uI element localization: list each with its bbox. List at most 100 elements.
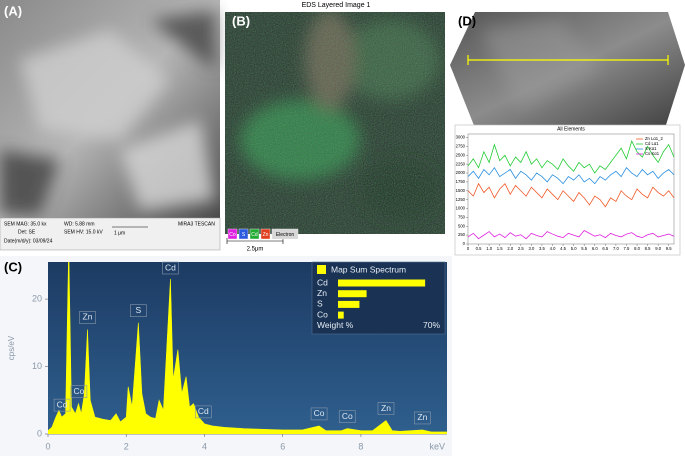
series-line	[467, 140, 675, 174]
scale-label: 2.5μm	[247, 247, 264, 253]
info-text: MIRA3 TESCAN	[178, 221, 215, 227]
x-tick-label: 7.0	[613, 246, 619, 251]
x-tick-label: 2.0	[507, 246, 513, 251]
legend-label: Cd Lα1	[645, 141, 659, 146]
y-tick-label: 3000	[456, 135, 466, 140]
x-tick-label: 1.0	[486, 246, 492, 251]
info-text: Date(m/d/y): 03/09/24	[4, 238, 53, 244]
y-tick-label: 2750	[456, 144, 466, 149]
chip	[272, 229, 298, 239]
x-tick-label: 3.0	[528, 246, 534, 251]
scale-label: 1 μm	[114, 230, 125, 236]
series-line	[467, 182, 675, 208]
panel-label: (B)	[232, 13, 250, 28]
y-tick-label: 0	[37, 428, 42, 438]
x-tick-label: 8.0	[634, 246, 640, 251]
x-tick-label: 4.0	[550, 246, 556, 251]
y-tick-label: 750	[458, 214, 466, 219]
panel-label: (D)	[458, 13, 476, 28]
legend-label: Co Kα1	[645, 151, 660, 156]
y-axis-label: cps/eV	[7, 335, 16, 360]
category-label: Co	[317, 309, 328, 319]
series-line	[467, 230, 675, 240]
panel-b: EDS Layered Image 1 (B) 2.5μm	[225, 2, 445, 253]
x-tick-label: 4	[202, 441, 207, 451]
peak-label-box	[53, 398, 71, 412]
y-tick-label: 250	[458, 232, 466, 237]
spectrum	[48, 262, 447, 434]
y-tick-label: 2000	[456, 170, 466, 175]
y-tick-label: 1000	[456, 206, 466, 211]
peak-label-box	[338, 410, 356, 423]
panel-c: (C)	[0, 256, 452, 456]
peak-label: Zn	[381, 403, 391, 413]
peak-label-box	[310, 407, 328, 421]
peak-label: Co	[342, 411, 353, 421]
category-label: Cd	[317, 277, 328, 287]
chip	[260, 228, 271, 240]
peak-label: Co	[314, 408, 325, 418]
x-tick-label: 2.5	[518, 246, 524, 251]
peak-label: Co	[73, 386, 84, 396]
y-tick-label: 1500	[456, 188, 466, 193]
x-tick-label: 0.5	[476, 246, 482, 251]
bar	[338, 279, 426, 287]
info-text: Det: SE	[18, 229, 36, 235]
peak-label-box	[79, 311, 96, 324]
info-text: SEM HV: 15.0 kV	[64, 229, 103, 235]
y-tick-label: 2500	[456, 152, 466, 157]
y-tick-label: 20	[32, 293, 42, 303]
x-tick-label: 8	[358, 441, 363, 451]
legend-label: Zn Lα1_2	[645, 136, 663, 141]
peak-label: Zn	[417, 412, 427, 422]
category-label: S	[317, 299, 323, 309]
x-tick-label: 0	[467, 246, 470, 251]
chip-label: Cd	[251, 232, 258, 238]
info-text: SEM MAG: 35.0 kx	[4, 221, 47, 227]
peak-label: Cd	[57, 399, 68, 409]
peak-label: Cd	[198, 406, 209, 416]
peak-label: S	[136, 305, 142, 315]
bar	[338, 290, 367, 298]
x-tick-label: 3.5	[539, 246, 545, 251]
x-axis-label: keV	[429, 441, 445, 451]
x-tick-label: 4.5	[560, 246, 566, 251]
legend-label: S Kα1	[645, 146, 657, 151]
x-tick-label: 70%	[423, 320, 440, 330]
x-tick-label: 6.0	[592, 246, 598, 251]
chip	[227, 228, 238, 240]
y-tick-label: 0	[463, 241, 466, 246]
info-text: WD: 5.88 mm	[64, 221, 95, 227]
panel-d: (D)	[450, 12, 685, 256]
chip	[238, 228, 249, 240]
peak-label-box	[162, 261, 179, 275]
category-label: Zn	[317, 288, 327, 298]
peak-label-box	[194, 405, 212, 419]
x-tick-label: 6	[280, 441, 285, 451]
peak-label-box	[377, 402, 395, 415]
peak-label: Cd	[165, 262, 176, 272]
x-tick-label: 6.5	[602, 246, 608, 251]
peak-label-box	[414, 411, 431, 425]
chip-label: S	[242, 232, 246, 238]
peak-label: Zn	[83, 312, 93, 322]
y-tick-label: 10	[32, 361, 42, 371]
chart-title: All Elements	[557, 126, 585, 132]
peak-label-box	[70, 385, 88, 398]
x-axis-label: Weight %	[317, 320, 354, 330]
y-tick-label: 2250	[456, 161, 466, 166]
x-tick-label: 2	[124, 441, 129, 451]
plot-frame	[467, 133, 675, 245]
x-tick-label: 8.5	[645, 246, 651, 251]
bar	[338, 311, 344, 319]
chip-label: Electron	[276, 232, 295, 238]
y-tick-label: 500	[458, 223, 466, 228]
peak-label-box	[130, 304, 147, 318]
x-tick-label: 7.5	[624, 246, 630, 251]
legend-swatch	[317, 265, 326, 274]
bar	[338, 300, 360, 308]
panel-title: EDS Layered Image 1	[302, 2, 371, 9]
x-tick-label: 1.5	[497, 246, 503, 251]
panel-label: (A)	[4, 3, 22, 18]
